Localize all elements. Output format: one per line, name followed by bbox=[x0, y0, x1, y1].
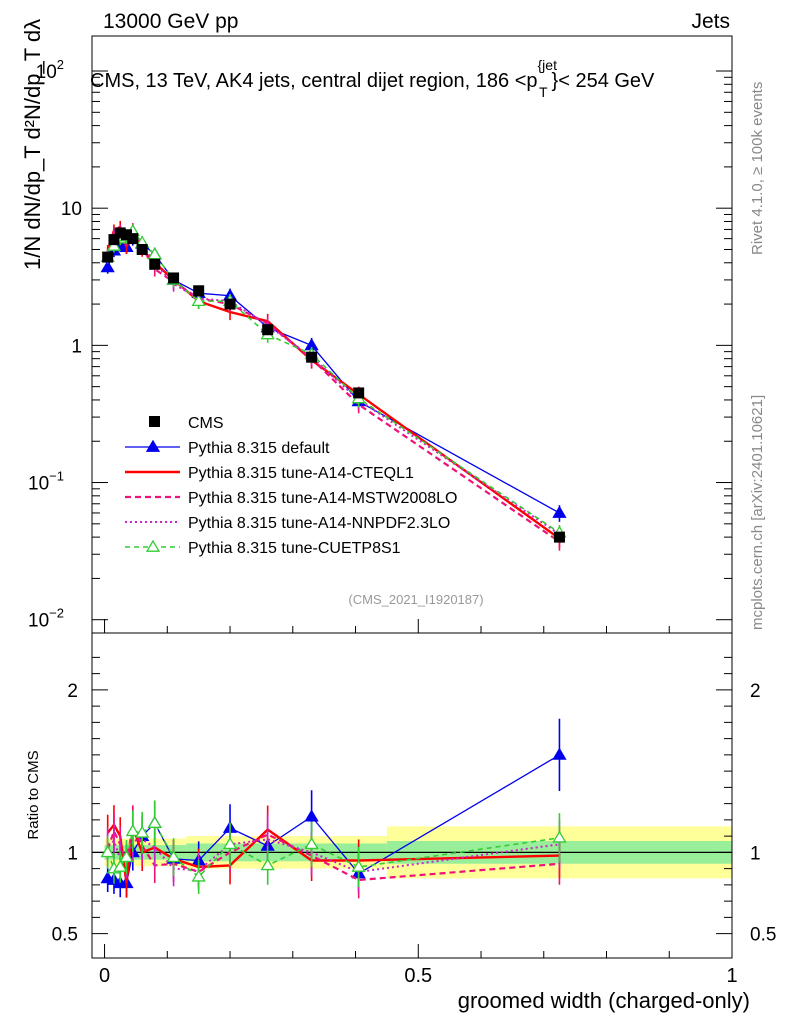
y-tick-label: 10−2 bbox=[28, 606, 64, 632]
cms-data-point bbox=[149, 258, 161, 270]
plot-title: CMS, 13 TeV, AK4 jets, central dijet reg… bbox=[90, 57, 655, 100]
cms-data-point bbox=[168, 272, 180, 284]
legend-label-3: Pythia 8.315 tune-A14-NNPDF2.3LO bbox=[188, 515, 450, 532]
rivet-version-label: Rivet 4.1.0, ≥ 100k events bbox=[749, 82, 766, 255]
cms-data-point bbox=[102, 251, 114, 263]
title-sub: T bbox=[539, 84, 548, 100]
legend-label-4: Pythia 8.315 tune-CUETP8S1 bbox=[188, 540, 401, 557]
ratio-y-tick-label: 2 bbox=[67, 681, 78, 702]
series-4-line bbox=[107, 230, 560, 534]
ratio-series-4-point bbox=[119, 849, 134, 863]
cms-data-point bbox=[193, 285, 205, 297]
title-main: CMS, 13 TeV, AK4 jets, central dijet reg… bbox=[90, 70, 538, 92]
legend-cms-marker bbox=[149, 416, 160, 427]
series-4-point bbox=[191, 293, 206, 307]
y-axis-label-text: 1/N dN/dp_T d²N/dp_T dλ bbox=[20, 19, 45, 270]
title-sup: {jet bbox=[538, 57, 558, 73]
cms-data-point bbox=[121, 229, 133, 241]
ratio-series-0-point bbox=[304, 809, 319, 822]
cms-data-point bbox=[306, 351, 318, 363]
cms-data-point bbox=[114, 227, 126, 239]
ratio-series-1-line bbox=[106, 822, 560, 884]
legend-marker-0 bbox=[145, 439, 161, 452]
ratio-series-2-line bbox=[106, 822, 560, 882]
ratio-y-tick-label: 0.5 bbox=[52, 925, 78, 946]
ratio-series-4-point bbox=[304, 836, 319, 850]
y-tick-label: 1 bbox=[71, 336, 82, 357]
ratio-series-4-point bbox=[552, 830, 567, 843]
ratio-series bbox=[100, 718, 567, 899]
legend: CMS Pythia 8.315 default Pythia 8.315 tune… bbox=[125, 415, 457, 557]
ratio-series-4-point bbox=[166, 849, 181, 863]
y-tick-exponent: 2 bbox=[57, 57, 64, 72]
ratio-y-tick-label-right: 2 bbox=[750, 681, 761, 702]
ratio-series-4-point bbox=[147, 815, 162, 828]
cms-data-point bbox=[553, 531, 565, 543]
ratio-series-4-point bbox=[351, 859, 366, 872]
x-tick-label: 0 bbox=[99, 965, 110, 987]
y-tick-exponent: −2 bbox=[49, 606, 64, 621]
legend-marker-4 bbox=[145, 539, 161, 552]
ratio-series-3-line bbox=[107, 838, 560, 873]
y-tick-label: 10−1 bbox=[28, 469, 64, 495]
ratio-plot-frame bbox=[91, 632, 733, 959]
analysis-id-label: (CMS_2021_I1920187) bbox=[348, 592, 483, 607]
cms-data-point bbox=[224, 298, 236, 310]
ratio-series-4-point bbox=[191, 869, 206, 882]
x-tick-label: 1 bbox=[726, 965, 737, 987]
legend-label-2: Pythia 8.315 tune-A14-MSTW2008LO bbox=[188, 490, 457, 507]
x-axis-label: groomed width (charged-only) bbox=[458, 988, 750, 1013]
ratio-series-4-point bbox=[100, 845, 115, 858]
ratio-series-0-point bbox=[552, 747, 567, 760]
y-tick-exponent: −1 bbox=[49, 469, 64, 484]
header-energy-label: 13000 GeV pp bbox=[103, 10, 238, 33]
series-4-point bbox=[147, 247, 162, 260]
cms-data-point bbox=[353, 387, 365, 399]
series-0-point bbox=[100, 260, 115, 273]
header-jets-label: Jets bbox=[691, 10, 730, 33]
cms-data-point bbox=[108, 234, 120, 246]
legend-label-0: Pythia 8.315 default bbox=[188, 440, 330, 457]
title-end: }< 254 GeV bbox=[552, 70, 656, 92]
mcplots-reference-label: mcplots.cern.ch [arXiv:2401.10621] bbox=[749, 395, 766, 630]
cms-data-point bbox=[262, 324, 274, 336]
ratio-y-tick-label-right: 1 bbox=[750, 843, 761, 864]
ratio-series-4-point bbox=[125, 823, 140, 837]
legend-cms-label: CMS bbox=[188, 415, 224, 432]
y-tick-label: 10 bbox=[61, 199, 82, 220]
x-tick-label: 0.5 bbox=[404, 965, 432, 987]
ratio-series-4-point bbox=[222, 836, 238, 850]
ratio-y-tick-label: 1 bbox=[67, 843, 78, 864]
ratio-y-axis-label: Ratio to CMS bbox=[25, 750, 42, 839]
ratio-y-tick-label-right: 0.5 bbox=[750, 925, 776, 946]
cms-data-point bbox=[136, 243, 148, 255]
legend-label-1: Pythia 8.315 tune-A14-CTEQL1 bbox=[188, 465, 414, 482]
main-y-axis-label: 1/N dN/dp_T d²N/dp_T dλ bbox=[20, 19, 45, 270]
ratio-series-4-point bbox=[135, 825, 150, 838]
series-0-point bbox=[552, 505, 567, 518]
main-series bbox=[100, 220, 567, 551]
cms-data-point bbox=[127, 233, 139, 245]
ratio-series-4-point bbox=[260, 858, 275, 871]
ratio-series-4-point bbox=[113, 859, 128, 872]
